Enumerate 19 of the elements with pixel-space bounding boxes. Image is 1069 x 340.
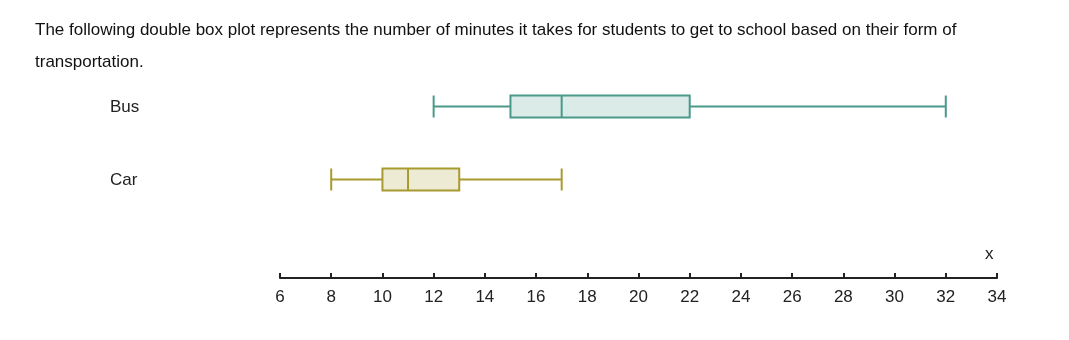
x-tick-label: 12 bbox=[424, 287, 444, 306]
x-tick-label: 32 bbox=[936, 287, 956, 306]
x-axis-title: x bbox=[985, 244, 994, 263]
x-tick-label: 34 bbox=[987, 287, 1007, 306]
x-tick-label: 30 bbox=[885, 287, 905, 306]
y-tick-label: Car bbox=[110, 170, 138, 189]
x-tick-label: 14 bbox=[475, 287, 495, 306]
x-tick-label: 28 bbox=[833, 287, 853, 306]
x-tick-label: 18 bbox=[577, 287, 597, 306]
x-tick-label: 16 bbox=[526, 287, 546, 306]
x-tick-label: 22 bbox=[680, 287, 700, 306]
x-tick-label: 26 bbox=[782, 287, 802, 306]
x-tick-label: 24 bbox=[731, 287, 751, 306]
x-tick-label: 8 bbox=[326, 287, 336, 306]
x-tick-label: 20 bbox=[629, 287, 648, 306]
chart-title: The following double box plot represents the number of minutes it takes for students to get to school based on their form of transportation. bbox=[35, 19, 962, 71]
x-tick-label: 6 bbox=[275, 287, 285, 306]
x-tick-label: 10 bbox=[372, 287, 392, 306]
y-tick-label: Bus bbox=[110, 97, 140, 116]
